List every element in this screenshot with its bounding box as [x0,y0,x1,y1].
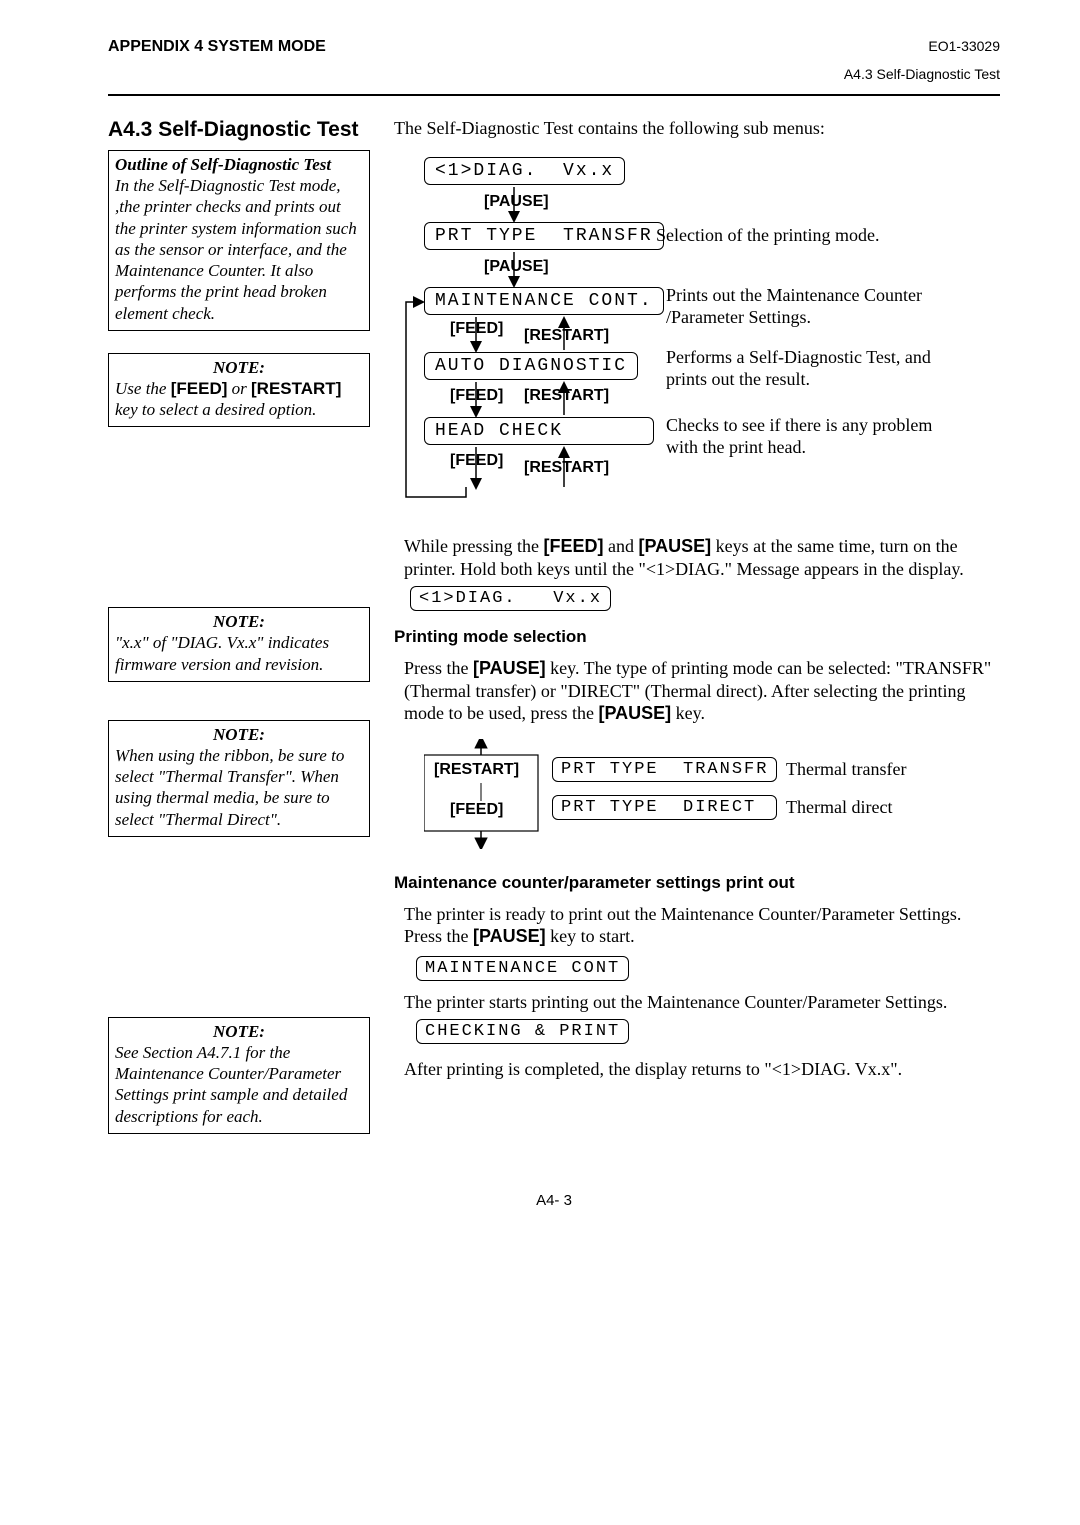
printing-mode-title: Printing mode selection [394,627,1000,647]
flow-desc-4: Performs a Self-Diagnostic Test, and pri… [666,347,966,390]
flow-diagram: <1>DIAG. Vx.x [PAUSE] PRT TYPE TRANSFR S… [394,157,974,517]
header-sub: A4.3 Self-Diagnostic Test [108,66,1000,82]
flow-feed-4: [FEED] [450,387,503,405]
enter-paragraph: While pressing the [FEED] and [PAUSE] ke… [404,535,1000,580]
note-4: NOTE: See Section A4.7.1 for the Mainten… [108,1017,370,1134]
note-3-label: NOTE: [115,725,363,745]
note-2-body: "x.x" of "DIAG. Vx.x" indicates firmware… [115,632,363,675]
lcd-diag: <1>DIAG. Vx.x [424,157,625,185]
maint-p2: The printer starts printing out the Main… [404,991,1000,1014]
header-left: APPENDIX 4 SYSTEM MODE [108,38,326,56]
maint-p1: The printer is ready to print out the Ma… [404,903,1000,948]
flow-desc-5: Checks to see if there is any problem wi… [666,415,966,458]
note-4-body: See Section A4.7.1 for the Maintenance C… [115,1042,363,1127]
lcd-maint: MAINTENANCE CONT. [424,287,664,315]
lcd-checking: CHECKING & PRINT [416,1019,629,1044]
flow-desc-3: Prints out the Maintenance Counter /Para… [666,285,956,328]
note-1-label: NOTE: [115,358,363,378]
label-direct: Thermal direct [786,797,892,819]
note-3: NOTE: When using the ribbon, be sure to … [108,720,370,837]
flow-desc-2: Selection of the printing mode. [656,225,879,247]
lcd-prttype: PRT TYPE TRANSFR [424,222,664,250]
mode-feed: [FEED] [450,801,503,819]
flow-restart-4: [RESTART] [524,387,609,405]
lcd-mode-transfer: PRT TYPE TRANSFR [552,757,777,782]
flow-pause-1: [PAUSE] [484,193,549,211]
divider [108,94,1000,96]
page-footer: A4- 3 [108,1192,1000,1209]
outline-box: Outline of Self-Diagnostic Test In the S… [108,150,370,331]
maint-p3: After printing is completed, the display… [404,1058,1000,1081]
maint-title: Maintenance counter/parameter settings p… [394,873,1000,893]
flow-restart-5: [RESTART] [524,459,609,477]
note-1-body: Use the [FEED] or [RESTART] key to selec… [115,378,363,421]
outline-title: Outline of Self-Diagnostic Test [115,155,363,175]
note-2: NOTE: "x.x" of "DIAG. Vx.x" indicates fi… [108,607,370,682]
printing-mode-body: Press the [PAUSE] key. The type of print… [404,657,1000,725]
note-2-label: NOTE: [115,612,363,632]
flow-restart-3: [RESTART] [524,327,609,345]
lcd-mode-direct: PRT TYPE DIRECT [552,795,777,820]
lcd-head: HEAD CHECK [424,417,654,445]
section-title: A4.3 Self-Diagnostic Test [108,118,370,142]
label-transfer: Thermal transfer [786,759,906,781]
lcd-maint-cont: MAINTENANCE CONT [416,956,629,981]
intro-text: The Self-Diagnostic Test contains the fo… [394,118,1000,139]
note-3-body: When using the ribbon, be sure to select… [115,745,363,830]
flow-feed-3: [FEED] [450,320,503,338]
mode-diagram: [RESTART] [FEED] PRT TYPE TRANSFR PRT TY… [424,739,984,849]
flow-pause-2: [PAUSE] [484,258,549,276]
lcd-auto: AUTO DIAGNOSTIC [424,352,638,380]
flow-feed-5: [FEED] [450,452,503,470]
mode-restart: [RESTART] [434,761,519,779]
note-4-label: NOTE: [115,1022,363,1042]
outline-body: In the Self-Diagnostic Test mode, ,the p… [115,175,363,324]
header-right: EO1-33029 [928,38,1000,54]
lcd-enter: <1>DIAG. Vx.x [410,586,611,611]
note-1: NOTE: Use the [FEED] or [RESTART] key to… [108,353,370,428]
